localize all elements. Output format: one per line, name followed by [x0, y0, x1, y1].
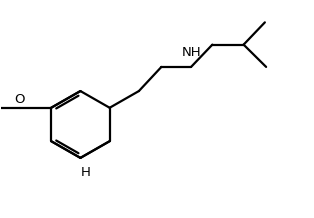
Text: O: O	[15, 93, 25, 106]
Text: NH: NH	[181, 46, 201, 59]
Text: H: H	[81, 166, 91, 179]
